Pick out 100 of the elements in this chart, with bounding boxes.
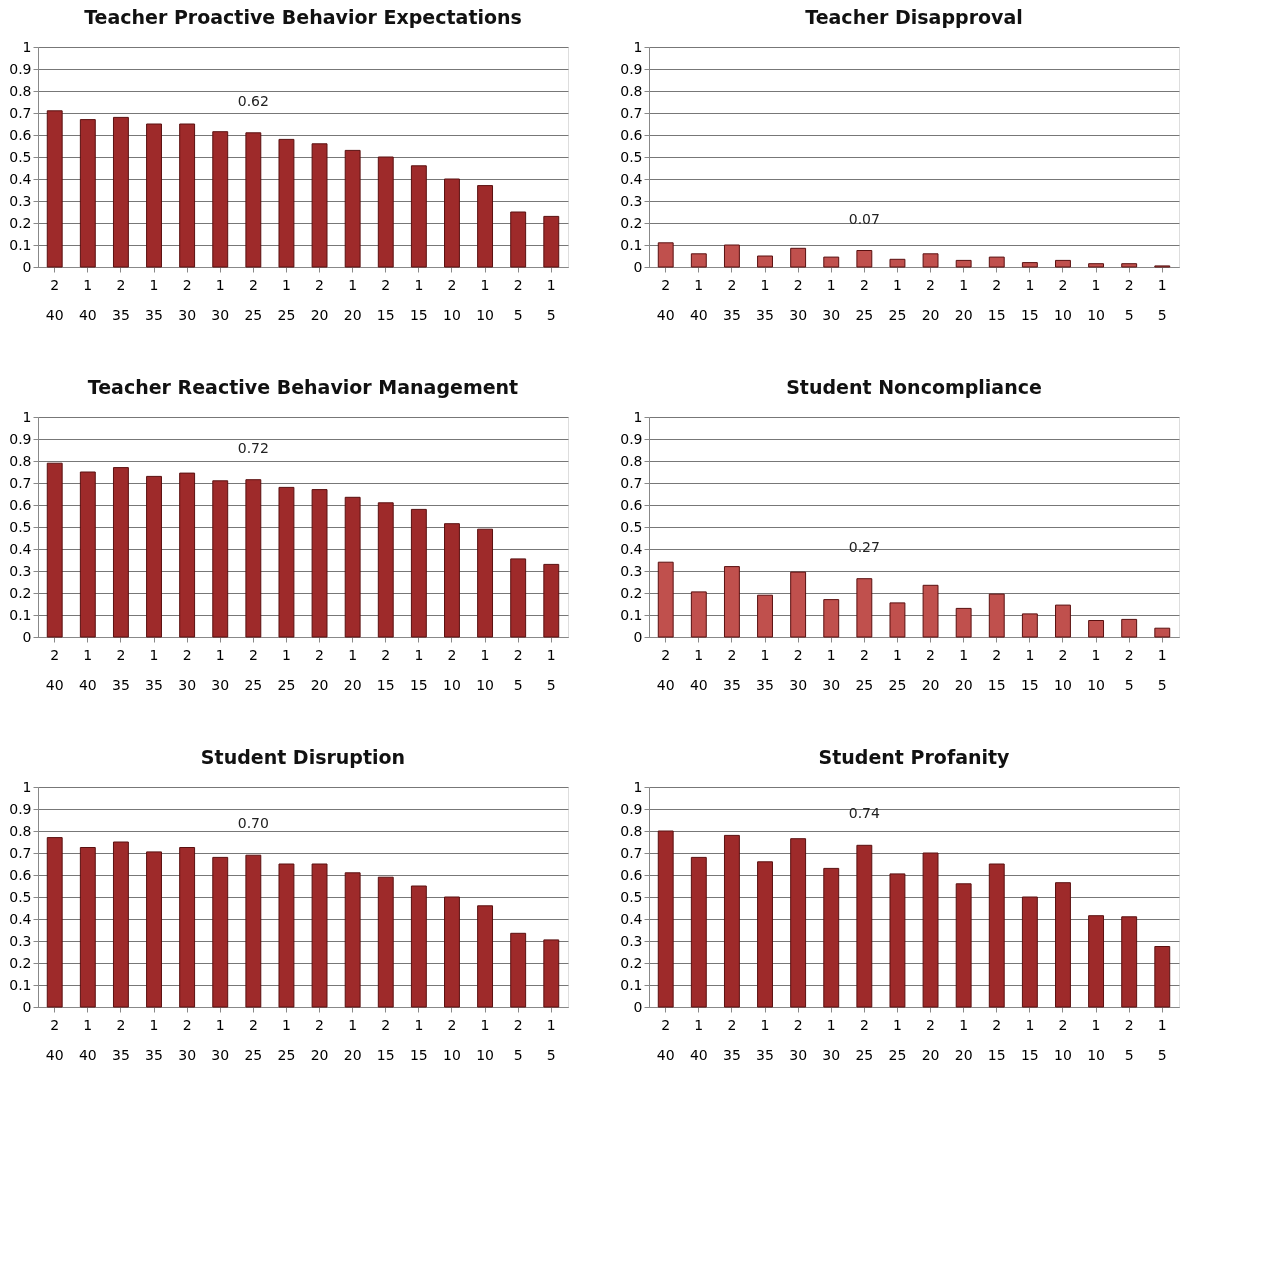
- annotation: 0.07: [848, 210, 880, 227]
- bar: [79, 119, 96, 268]
- bar: [1021, 262, 1038, 268]
- bar: [146, 475, 162, 638]
- bar: [790, 838, 807, 1008]
- x-tick-label: 1 5: [1157, 646, 1167, 693]
- x-tick-label: 1 40: [689, 1016, 708, 1063]
- x-tick-label: 2 35: [723, 276, 741, 323]
- x-tick-label: 1 5: [1157, 1016, 1167, 1063]
- y-tick-label: 0.6: [9, 866, 32, 883]
- x-tick-label: 2 15: [376, 1016, 395, 1063]
- x-tick-label: 1 25: [277, 646, 296, 693]
- bar: [377, 876, 394, 1008]
- x-tick-label: 2 15: [987, 1016, 1006, 1063]
- bar: [245, 479, 262, 638]
- bar: [1121, 916, 1138, 1008]
- bar: [245, 854, 262, 1008]
- x-tick-label: 2 10: [1054, 646, 1072, 693]
- x-tick-label: 1 25: [888, 276, 907, 323]
- x-tick-label: 1 15: [409, 276, 428, 323]
- x-tick-label: 1 5: [546, 646, 556, 693]
- bar: [344, 872, 361, 1008]
- x-tick-label: 2 35: [112, 1016, 130, 1063]
- bar: [112, 116, 129, 268]
- x-tick-label: 1 40: [689, 646, 708, 693]
- y-tick-label: 0.6: [620, 866, 643, 883]
- x-tick-label: 1 40: [78, 276, 97, 323]
- x-tick-label: 2 25: [855, 1016, 874, 1063]
- bar: [1121, 263, 1138, 268]
- x-tick-label: 2 20: [921, 276, 940, 323]
- bar: [889, 258, 906, 268]
- y-tick-label: 0.7: [9, 474, 32, 491]
- x-tick-label: 2 5: [1124, 1016, 1134, 1063]
- y-tick-label: 0: [633, 998, 643, 1015]
- bar: [46, 462, 63, 638]
- bar: [1154, 627, 1171, 638]
- x-tick-label: 2 5: [513, 276, 523, 323]
- bar: [856, 844, 873, 1008]
- bar: [477, 905, 494, 1008]
- bar: [377, 156, 394, 268]
- y-tick-label: 0.5: [620, 518, 643, 535]
- y-tick-label: 0.5: [9, 518, 32, 535]
- bar: [723, 244, 740, 268]
- bar: [311, 863, 328, 1008]
- y-tick-label: 0.3: [9, 932, 32, 949]
- y-tick-label: 0.2: [620, 214, 643, 231]
- y-tick-label: 0.4: [9, 540, 32, 557]
- bar: [444, 523, 460, 638]
- bar: [856, 578, 873, 638]
- x-tick-label: 2 15: [376, 276, 395, 323]
- x-tick-label: 2 40: [656, 276, 675, 323]
- x-tick-label: 2 20: [310, 1016, 329, 1063]
- x-tick-label: 2 40: [656, 1016, 675, 1063]
- x-tick-label: 1 10: [476, 646, 494, 693]
- y-tick-label: 0.4: [9, 170, 32, 187]
- y-tick-label: 0.2: [620, 584, 643, 601]
- bar: [657, 242, 674, 268]
- y-tick-label: 0.1: [9, 606, 32, 623]
- y-tick-label: 0.7: [620, 844, 643, 861]
- bar: [245, 132, 262, 268]
- y-tick-label: 0.7: [9, 844, 32, 861]
- x-tick-label: 2 20: [310, 276, 329, 323]
- y-tick-label: 0.8: [620, 452, 643, 469]
- x-tick-label: 2 10: [443, 276, 461, 323]
- bar: [1088, 620, 1105, 638]
- y-tick-label: 0.6: [9, 126, 32, 143]
- y-tick-label: 0: [22, 258, 32, 275]
- x-tick-label: 1 35: [145, 646, 163, 693]
- y-tick-label: 0.5: [9, 888, 32, 905]
- x-tick-label: 1 40: [689, 276, 708, 323]
- x-tick-label: 2 25: [855, 646, 874, 693]
- bar: [377, 502, 394, 638]
- bar: [690, 591, 707, 638]
- y-tick-label: 0.8: [620, 82, 643, 99]
- y-tick-label: 0.6: [620, 496, 643, 513]
- bar: [510, 211, 527, 268]
- x-tick-label: 1 25: [277, 1016, 296, 1063]
- y-tick-label: 0.6: [9, 496, 32, 513]
- x-tick-label: 2 35: [112, 276, 130, 323]
- x-tick-label: 2 35: [723, 646, 741, 693]
- y-tick-label: 0.8: [620, 822, 643, 839]
- x-tick-label: 2 30: [789, 646, 808, 693]
- chart-title: Teacher Disapproval: [805, 6, 1023, 28]
- x-tick-label: 1 40: [78, 646, 97, 693]
- y-tick-label: 0.3: [620, 562, 643, 579]
- y-tick-label: 0.9: [9, 430, 32, 447]
- y-tick-label: 0.1: [9, 236, 32, 253]
- y-tick-label: 0: [22, 628, 32, 645]
- annotation: 0.74: [848, 805, 881, 822]
- bar: [823, 599, 840, 638]
- bar: [856, 250, 873, 268]
- y-tick-label: 0.4: [620, 170, 643, 187]
- x-tick-label: 2 5: [1124, 276, 1134, 323]
- bar: [146, 123, 162, 268]
- bar: [212, 480, 229, 638]
- y-tick-label: 0.5: [620, 148, 643, 165]
- x-tick-label: 2 30: [178, 276, 197, 323]
- bar: [1055, 259, 1071, 268]
- y-tick-label: 0.3: [620, 932, 643, 949]
- y-tick-label: 0.9: [620, 60, 643, 77]
